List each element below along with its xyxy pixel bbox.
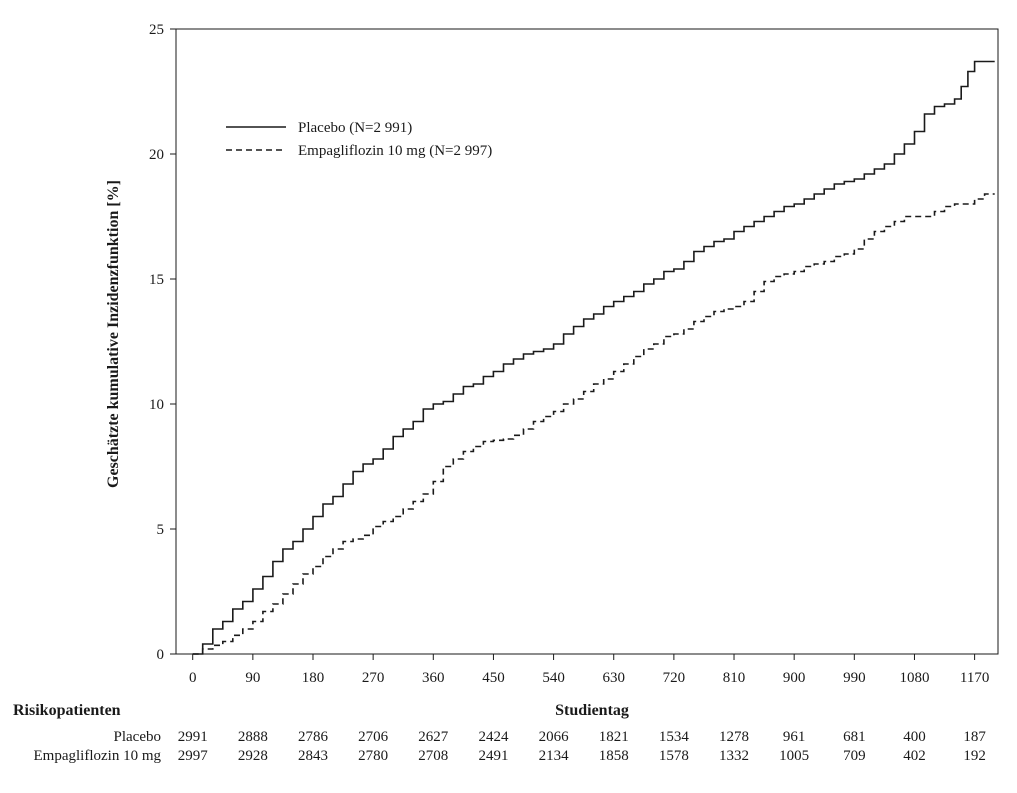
x-tick-label: 1080 <box>899 670 929 686</box>
risk-value: 1578 <box>659 748 689 764</box>
risk-value: 2708 <box>418 748 448 764</box>
risk-value: 1821 <box>599 729 629 745</box>
legend-label-empagliflozin: Empagliflozin 10 mg (N=2 997) <box>298 143 492 159</box>
legend-label-placebo: Placebo (N=2 991) <box>298 120 412 136</box>
x-tick-label: 630 <box>602 670 625 686</box>
x-tick-label: 720 <box>663 670 686 686</box>
risk-value: 2997 <box>178 748 209 764</box>
x-tick-label: 270 <box>362 670 385 686</box>
x-tick-label: 360 <box>422 670 445 686</box>
risk-value: 2134 <box>539 748 570 764</box>
y-tick-label: 20 <box>149 147 164 163</box>
risk-row-label: Placebo <box>114 729 161 745</box>
risk-value: 2780 <box>358 748 388 764</box>
risk-table: Risikopatienten Placebo 2991 2888 2786 2706 2… <box>13 702 986 764</box>
x-tick-label: 0 <box>189 670 197 686</box>
plot-area-border <box>175 28 999 655</box>
y-axis-title: Geschätzte kumulative Inzidenzfunktion [… <box>105 180 122 488</box>
risk-value: 1858 <box>599 748 629 764</box>
x-tick-label: 1170 <box>960 670 989 686</box>
series-line-empagliflozin <box>192 193 995 655</box>
risk-value: 2928 <box>238 748 268 764</box>
risk-value: 1005 <box>779 748 809 764</box>
risk-value: 1332 <box>719 748 749 764</box>
risk-value: 2991 <box>178 729 208 745</box>
y-tick-label: 15 <box>149 272 164 288</box>
risk-value: 2066 <box>539 729 570 745</box>
x-axis: 0 90 180 270 360 450 540 630 720 810 900 990 1080 117… <box>189 654 989 686</box>
risk-value: 187 <box>963 729 986 745</box>
y-tick-label: 5 <box>157 522 165 538</box>
risk-value: 681 <box>843 729 866 745</box>
x-axis-title: Studientag <box>555 702 629 719</box>
risk-value: 2786 <box>298 729 329 745</box>
y-axis: 0 5 10 15 20 25 <box>149 22 176 663</box>
risk-table-header: Risikopatienten <box>13 702 121 719</box>
risk-value: 1534 <box>659 729 690 745</box>
risk-value: 400 <box>903 729 926 745</box>
x-tick-label: 450 <box>482 670 505 686</box>
risk-value: 2424 <box>478 729 509 745</box>
y-tick-label: 0 <box>157 647 165 663</box>
risk-value: 2491 <box>478 748 508 764</box>
series-layer <box>192 60 995 655</box>
x-tick-label: 990 <box>843 670 866 686</box>
risk-value: 961 <box>783 729 806 745</box>
risk-value: 2627 <box>418 729 449 745</box>
risk-value: 709 <box>843 748 866 764</box>
y-tick-label: 25 <box>149 22 164 38</box>
series-line-placebo <box>192 60 995 655</box>
risk-value: 2888 <box>238 729 268 745</box>
x-tick-label: 810 <box>723 670 746 686</box>
x-tick-label: 540 <box>542 670 565 686</box>
x-tick-label: 900 <box>783 670 806 686</box>
risk-value: 402 <box>903 748 926 764</box>
risk-value: 2706 <box>358 729 389 745</box>
plot-frame <box>175 28 999 655</box>
x-tick-label: 90 <box>245 670 260 686</box>
risk-value: 192 <box>963 748 986 764</box>
risk-value: 1278 <box>719 729 749 745</box>
risk-row-label: Empagliflozin 10 mg <box>34 748 162 764</box>
x-tick-label: 180 <box>302 670 325 686</box>
legend: Placebo (N=2 991) Empagliflozin 10 mg (N… <box>226 120 492 159</box>
y-tick-label: 10 <box>149 397 164 413</box>
risk-value: 2843 <box>298 748 328 764</box>
